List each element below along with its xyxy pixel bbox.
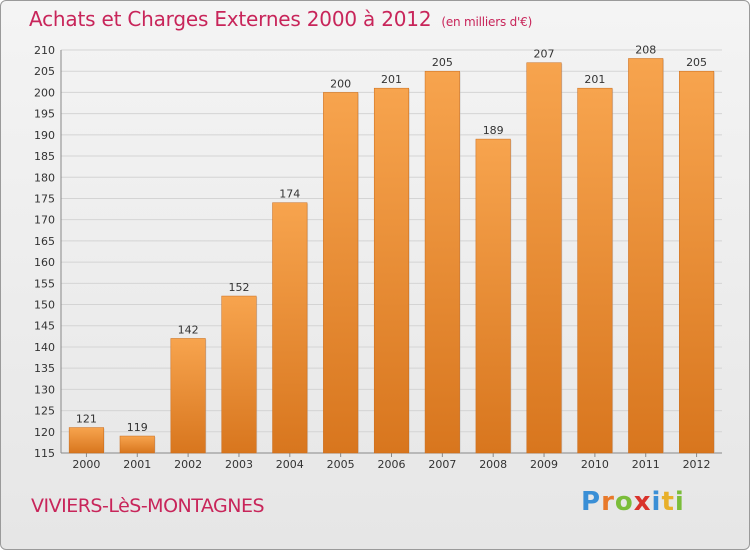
- chart-title-text: Achats et Charges Externes 2000 à 2012: [29, 7, 432, 31]
- x-tick-label: 2005: [327, 458, 355, 471]
- x-tick-label: 2004: [276, 458, 304, 471]
- bar: [679, 70, 715, 454]
- bar: [424, 70, 460, 454]
- bar: [577, 87, 613, 454]
- x-tick-label: 2001: [123, 458, 151, 471]
- y-tick-label: 115: [34, 447, 55, 460]
- y-tick-label: 130: [34, 383, 55, 396]
- y-tick-label: 190: [34, 129, 55, 142]
- bar: [68, 427, 104, 454]
- y-tick-label: 165: [34, 235, 55, 248]
- commune-name: VIVIERS-LèS-MONTAGNES: [31, 495, 265, 517]
- x-tick-label: 2008: [479, 458, 507, 471]
- x-tick-label: 2012: [683, 458, 711, 471]
- y-tick-label: 185: [34, 150, 55, 163]
- bar-value-label: 119: [127, 421, 148, 434]
- y-tick-label: 125: [34, 405, 55, 418]
- bar-value-label: 207: [534, 48, 555, 61]
- bar: [119, 435, 155, 454]
- y-tick-label: 150: [34, 299, 55, 312]
- x-tick-label: 2009: [530, 458, 558, 471]
- x-tick-label: 2003: [225, 458, 253, 471]
- proxiti-logo[interactable]: Proxiti: [581, 487, 685, 517]
- bar-value-label: 208: [635, 43, 656, 56]
- logo-letter: i: [674, 487, 685, 517]
- y-tick-label: 135: [34, 362, 55, 375]
- x-tick-label: 2006: [378, 458, 406, 471]
- bar-value-label: 201: [584, 73, 605, 86]
- y-tick-label: 195: [34, 108, 55, 121]
- bar: [628, 58, 664, 454]
- logo-letter: i: [651, 487, 662, 517]
- bar-value-label: 121: [76, 413, 97, 426]
- logo-letter: P: [581, 487, 602, 517]
- y-tick-label: 160: [34, 256, 55, 269]
- y-tick-label: 210: [34, 44, 55, 57]
- bar: [272, 202, 308, 454]
- x-tick-label: 2000: [72, 458, 100, 471]
- chart-unit: (en milliers d'€): [441, 15, 533, 29]
- bar: [475, 138, 511, 454]
- logo-letter: x: [633, 487, 652, 517]
- x-tick-label: 2007: [428, 458, 456, 471]
- bar-value-label: 189: [483, 124, 504, 137]
- bar: [373, 87, 410, 454]
- logo-letter: o: [614, 487, 634, 517]
- x-tick-label: 2011: [632, 458, 660, 471]
- bar-value-label: 200: [330, 77, 351, 90]
- y-tick-label: 140: [34, 341, 55, 354]
- y-tick-label: 155: [34, 277, 55, 290]
- y-tick-label: 145: [34, 320, 55, 333]
- y-tick-label: 205: [34, 65, 55, 78]
- bar-value-label: 205: [432, 56, 453, 69]
- x-tick-label: 2002: [174, 458, 202, 471]
- y-tick-label: 120: [34, 426, 55, 439]
- labels: 115 120 125 130 135 140 145 150 155 160 165 170 175 1…: [34, 43, 711, 471]
- bar-value-label: 142: [178, 323, 199, 336]
- y-tick-label: 170: [34, 214, 55, 227]
- chart-title: Achats et Charges Externes 2000 à 2012 (e…: [29, 7, 532, 31]
- bar: [526, 62, 562, 454]
- bar: [170, 338, 206, 454]
- logo-letter: r: [601, 487, 615, 517]
- bar-value-label: 152: [228, 281, 249, 294]
- bar-value-label: 174: [279, 188, 300, 201]
- bar-value-label: 201: [381, 73, 402, 86]
- logo-letter: t: [661, 487, 675, 517]
- y-tick-label: 200: [34, 86, 55, 99]
- y-tick-label: 175: [34, 192, 55, 205]
- bars: [68, 58, 715, 454]
- bar: [221, 295, 257, 454]
- bar-value-label: 205: [686, 56, 707, 69]
- y-tick-label: 180: [34, 171, 55, 184]
- x-tick-label: 2010: [581, 458, 609, 471]
- bar: [323, 92, 359, 454]
